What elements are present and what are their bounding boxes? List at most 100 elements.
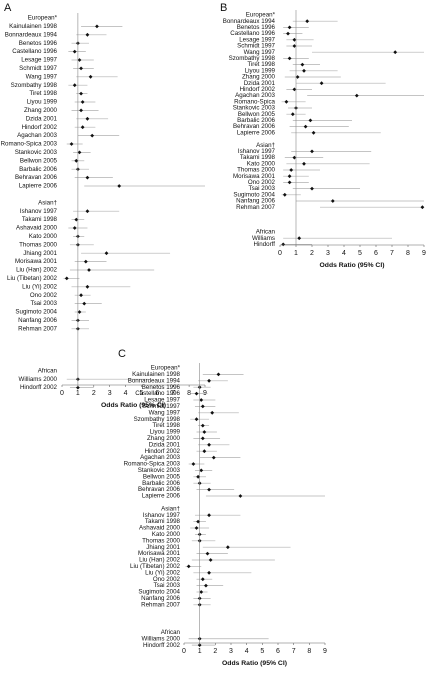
study-label: Lapierre 2006 [142, 493, 181, 500]
x-tick-label: 7 [292, 648, 296, 655]
odds-ratio-point [90, 133, 95, 138]
study-label: Zhang 2000 [147, 435, 181, 442]
study-label: Morisawa 2001 [15, 258, 58, 265]
odds-ratio-point [303, 124, 308, 129]
odds-ratio-point [75, 385, 80, 390]
study-label: Tiret 1998 [152, 422, 180, 429]
study-label: Ishanov 1997 [238, 148, 276, 155]
study-label: Morisawa 2001 [233, 173, 276, 180]
x-tick-label: 2 [213, 648, 217, 655]
odds-ratio-point [330, 199, 335, 203]
study-label: Ono 2002 [30, 292, 58, 299]
odds-ratio-point [289, 168, 294, 172]
study-label: Liu (Han) 2002 [16, 267, 57, 274]
panel-label: A [4, 2, 12, 14]
x-tick-label: 3 [326, 250, 330, 257]
study-label: Barbalic 2006 [237, 117, 275, 124]
study-label: Takami 1998 [22, 216, 58, 223]
x-tick-label: 4 [342, 250, 346, 257]
odds-ratio-point [310, 149, 314, 154]
x-tick-label: 8 [187, 390, 191, 397]
odds-ratio-point [292, 44, 297, 48]
study-label: Bonnardeaux 1994 [128, 377, 181, 384]
study-label: Nanfang 2006 [18, 317, 57, 324]
study-label: Rehman 2007 [18, 325, 57, 332]
study-label: Kainulainen 1998 [9, 23, 57, 30]
odds-ratio-point [287, 174, 292, 179]
study-label: Dzida 2001 [149, 441, 181, 448]
odds-ratio-point [85, 284, 90, 289]
study-label: Wang 1997 [244, 49, 276, 56]
x-tick-label: 8 [307, 648, 311, 655]
odds-ratio-point [297, 236, 302, 241]
study-label: Bellwon 2005 [143, 473, 181, 480]
odds-ratio-point [238, 494, 243, 498]
study-label: Stankovic 2003 [138, 467, 181, 474]
study-label: Liyou 1999 [150, 429, 181, 436]
study-label: Schmidt 1997 [19, 65, 57, 72]
odds-ratio-point [72, 226, 77, 230]
odds-ratio-point [196, 474, 200, 479]
x-tick-label: 9 [323, 648, 327, 655]
study-label: Liu (Tibetan) 2002 [7, 275, 58, 282]
odds-ratio-point [282, 192, 287, 197]
study-label: Hindorff 2002 [143, 642, 181, 649]
group-heading: European* [246, 12, 276, 19]
odds-ratio-point [300, 62, 305, 67]
x-tick-label: 3 [229, 648, 233, 655]
study-label: Stankovic 2003 [233, 105, 276, 112]
odds-ratio-point [191, 462, 196, 466]
odds-ratio-point [77, 58, 82, 62]
study-label: Rehman 2007 [141, 601, 180, 608]
odds-ratio-point [82, 301, 87, 306]
odds-ratio-point [207, 570, 211, 575]
odds-ratio-point [216, 372, 221, 377]
group-heading: African [256, 229, 276, 236]
study-label: Liu (Yi) 2002 [145, 569, 180, 576]
study-label: Wang 1997 [26, 73, 58, 80]
study-label: Bonnardeaux 1994 [5, 31, 58, 38]
x-tick-label: 7 [171, 390, 175, 397]
study-label: Nanfang 2006 [236, 198, 275, 205]
study-label: Kainulainen 1998 [132, 371, 180, 378]
study-label: Ashavaid 2000 [16, 225, 57, 232]
study-label: Liu (Yi) 2002 [22, 283, 57, 290]
x-axis-label: Odds Ratio (95% CI) [222, 660, 287, 667]
odds-ratio-point [207, 442, 211, 447]
odds-ratio-point [197, 643, 202, 648]
odds-ratio-point [85, 209, 90, 214]
group-heading: African [161, 629, 181, 636]
odds-ratio-point [95, 24, 99, 29]
study-label: Barbalic 2006 [142, 480, 180, 487]
x-tick-label: 1 [198, 648, 202, 655]
study-label: Behravan 2006 [15, 174, 58, 181]
x-tick-label: 0 [182, 648, 186, 655]
x-tick-label: 1 [76, 390, 80, 397]
study-label: Dzida 2001 [244, 80, 276, 87]
odds-ratio-point [194, 391, 199, 396]
study-label: Williams 2000 [141, 635, 180, 642]
study-label: Liyou 1999 [27, 99, 58, 106]
odds-ratio-point [204, 583, 208, 588]
study-label: Kato 2000 [247, 160, 276, 167]
odds-ratio-point [200, 404, 205, 409]
odds-ratio-point [74, 217, 79, 222]
study-label: Agachan 2003 [17, 132, 57, 139]
odds-ratio-point [393, 50, 398, 55]
odds-ratio-point [287, 25, 292, 30]
group-heading: European* [28, 15, 58, 22]
odds-ratio-point [207, 487, 211, 492]
x-tick-label: 5 [139, 390, 143, 397]
odds-ratio-point [85, 175, 90, 180]
odds-ratio-point [308, 118, 313, 123]
odds-ratio-point [80, 100, 85, 104]
study-label: Hindorff 2002 [20, 384, 58, 391]
odds-ratio-point [225, 545, 230, 550]
odds-ratio-point [199, 398, 204, 402]
odds-ratio-point [199, 468, 204, 473]
odds-ratio-point [64, 276, 69, 281]
study-label: Rehman 2007 [236, 204, 275, 211]
study-label: Lapierre 2006 [19, 183, 58, 190]
odds-ratio-point [302, 161, 306, 166]
study-label: Romano-Spica 2003 [1, 141, 58, 148]
